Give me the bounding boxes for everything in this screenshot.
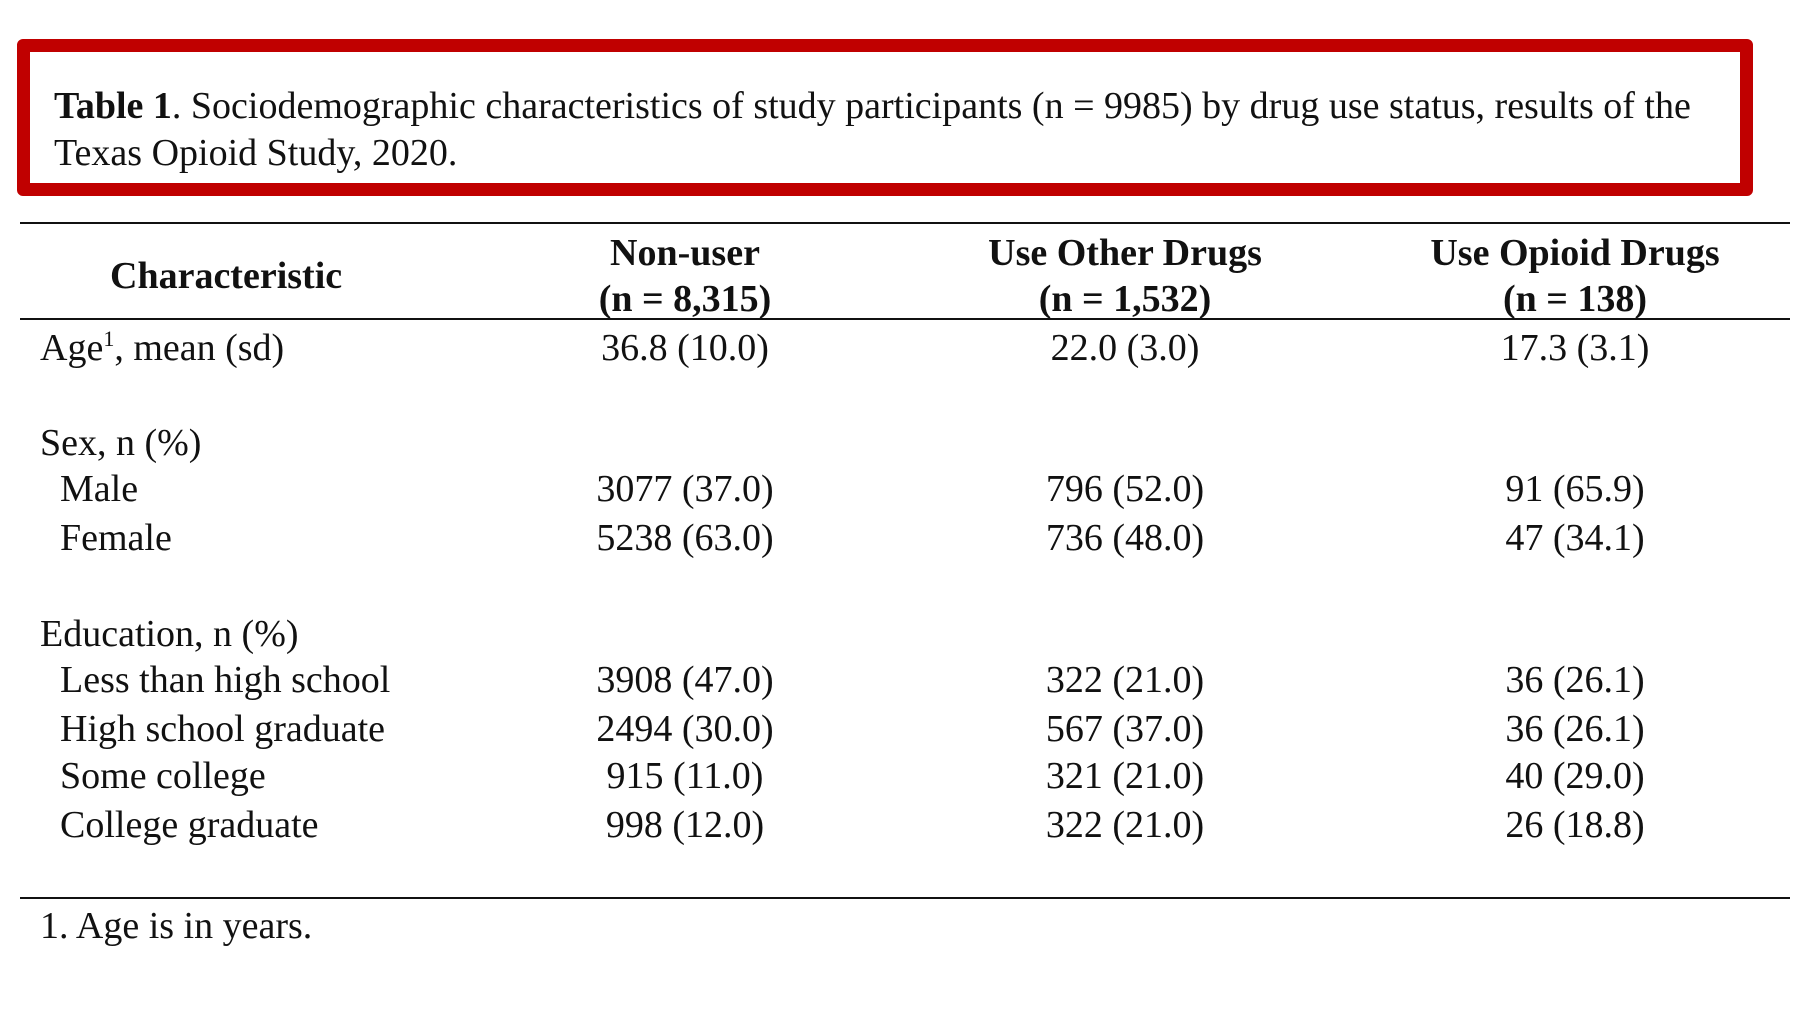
table-cell: 322 (21.0) xyxy=(1045,659,1205,701)
header-col-otherdrugs-n: (n = 1,532) xyxy=(1038,278,1212,320)
header-col-nonuser-title: Non-user xyxy=(610,232,760,274)
table-cell: 3908 (47.0) xyxy=(596,659,774,701)
table-caption-label: Table 1 xyxy=(54,85,172,127)
table-cell: 47 (34.1) xyxy=(1505,517,1645,559)
table-cell: 321 (21.0) xyxy=(1045,755,1205,797)
table-top-rule xyxy=(20,222,1790,224)
age-label-rest: , mean (sd) xyxy=(114,327,285,369)
table-cell: 22.0 (3.0) xyxy=(1050,327,1200,369)
table-cell: 736 (48.0) xyxy=(1045,517,1205,559)
table-cell: 36.8 (10.0) xyxy=(601,327,769,369)
header-col-otherdrugs-title: Use Other Drugs xyxy=(988,232,1262,274)
table-cell: 36 (26.1) xyxy=(1505,708,1645,750)
row-label-college-graduate: College graduate xyxy=(60,804,319,846)
table-cell: 17.3 (3.1) xyxy=(1500,327,1650,369)
table-footnote: 1. Age is in years. xyxy=(40,905,313,947)
table-cell: 567 (37.0) xyxy=(1045,708,1205,750)
table-cell: 5238 (63.0) xyxy=(596,517,774,559)
header-col-opioid-title: Use Opioid Drugs xyxy=(1430,232,1720,274)
row-label-some-college: Some college xyxy=(60,755,266,797)
age-label: Age xyxy=(40,327,104,369)
table-caption-box: Table 1. Sociodemographic characteristic… xyxy=(17,39,1753,196)
table-cell: 2494 (30.0) xyxy=(596,708,774,750)
section-heading-education: Education, n (%) xyxy=(40,613,299,655)
row-label-male: Male xyxy=(60,468,139,510)
row-label-female: Female xyxy=(60,517,172,559)
header-col-nonuser-n: (n = 8,315) xyxy=(598,278,772,320)
section-heading-sex: Sex, n (%) xyxy=(40,422,202,464)
header-col-opioid-n: (n = 138) xyxy=(1502,278,1648,320)
age-footnote-marker: 1 xyxy=(103,326,115,351)
table-caption-text: . Sociodemographic characteristics of st… xyxy=(54,85,1691,174)
table-header-rule xyxy=(20,318,1790,320)
table-cell: 40 (29.0) xyxy=(1505,755,1645,797)
table-bottom-rule xyxy=(20,897,1790,899)
table-cell: 998 (12.0) xyxy=(605,804,765,846)
header-characteristic: Characteristic xyxy=(110,255,343,297)
table-cell: 3077 (37.0) xyxy=(596,468,774,510)
row-label-age: Age1, mean (sd) xyxy=(40,326,284,370)
row-label-less-than-high-school: Less than high school xyxy=(60,659,391,701)
table-cell: 36 (26.1) xyxy=(1505,659,1645,701)
table-caption: Table 1. Sociodemographic characteristic… xyxy=(54,83,1754,177)
table-cell: 26 (18.8) xyxy=(1505,804,1645,846)
table-cell: 322 (21.0) xyxy=(1045,804,1205,846)
table-cell: 91 (65.9) xyxy=(1505,468,1645,510)
table-cell: 915 (11.0) xyxy=(606,755,764,797)
table-cell: 796 (52.0) xyxy=(1045,468,1205,510)
row-label-high-school-graduate: High school graduate xyxy=(60,708,386,750)
